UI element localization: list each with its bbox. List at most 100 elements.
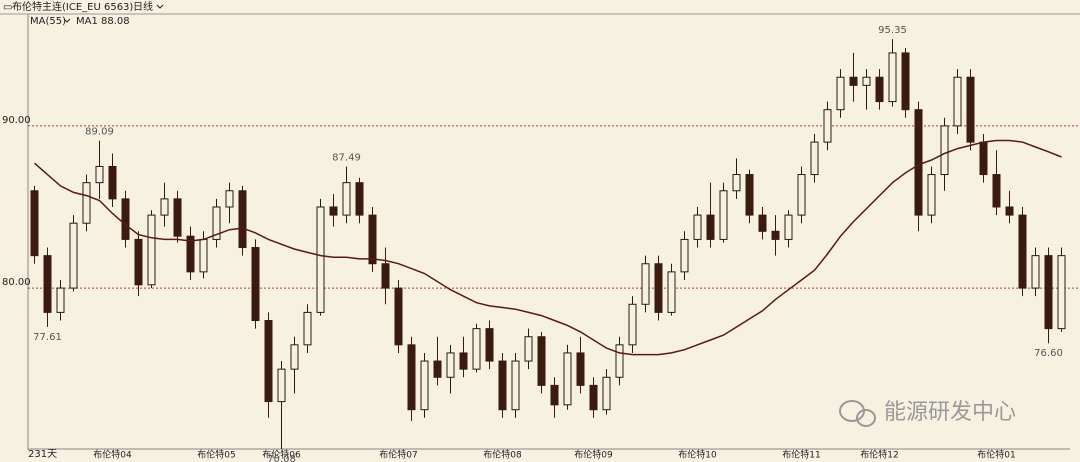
candle-body <box>1044 255 1053 330</box>
candle-body <box>264 320 273 403</box>
candle-body <box>745 174 754 216</box>
candle-body <box>862 76 871 86</box>
candle-body <box>368 214 377 265</box>
day-count: 231天 <box>28 449 57 460</box>
candle-body <box>251 247 260 322</box>
candle-body <box>407 344 416 411</box>
candle-body <box>992 174 1001 208</box>
indicator-selector[interactable]: MA(55) <box>30 16 66 27</box>
x-tick-label: 布伦特11 <box>782 449 820 461</box>
candle-body <box>602 376 611 411</box>
candle-body <box>810 141 819 176</box>
period-selector[interactable]: 日线 <box>133 0 153 13</box>
candle-body <box>589 384 598 411</box>
x-tick-label: 布伦特09 <box>574 449 613 461</box>
candle-body <box>173 198 182 237</box>
watermark-text: 能源研发中心 <box>884 400 1016 425</box>
candle-body <box>797 174 806 216</box>
ma-legend: MA1 88.08 <box>76 16 130 27</box>
header-icon: ▭ <box>3 2 12 13</box>
candle-body <box>472 328 481 370</box>
candle-body <box>732 174 741 192</box>
candle-body <box>1018 214 1027 289</box>
x-tick-label: 布伦特01 <box>977 449 1015 461</box>
candle-body <box>693 214 702 240</box>
candle-body <box>823 109 832 143</box>
candle-body <box>485 328 494 362</box>
candle-body <box>225 190 234 208</box>
x-tick-label: 布伦特12 <box>860 449 898 461</box>
instrument-title[interactable]: 布伦特主连(ICE_EU 6563) <box>12 0 133 13</box>
candle-body <box>771 230 780 240</box>
candle-body <box>238 190 247 249</box>
watermark-icon <box>856 409 876 427</box>
candle-body <box>719 190 728 240</box>
candle-body <box>836 76 845 111</box>
candle-body <box>849 76 858 86</box>
y-tick-label: 90.00 <box>2 115 31 126</box>
candle-body <box>420 360 429 411</box>
period-chevron[interactable] <box>156 4 164 9</box>
candle-body <box>927 174 936 216</box>
candle-body <box>290 344 299 370</box>
candle-body <box>1031 255 1040 289</box>
candle-body <box>394 287 403 346</box>
candle-body <box>498 360 507 411</box>
x-tick-label: 布伦特10 <box>678 449 717 461</box>
candle-body <box>940 125 949 176</box>
candle-body <box>641 263 650 305</box>
candle-body <box>381 263 390 289</box>
candle-body <box>212 206 221 240</box>
candle-body <box>654 263 663 313</box>
candle-body <box>628 303 637 346</box>
x-tick-label: 布伦特06 <box>262 449 301 461</box>
candle-body <box>30 190 39 257</box>
candle-body <box>966 76 975 143</box>
candle-body <box>355 182 364 216</box>
price-annotation: 87.49 <box>332 153 361 164</box>
candle-body <box>1057 255 1066 330</box>
candle-body <box>277 368 286 403</box>
candle-body <box>186 235 195 273</box>
candle-body <box>758 214 767 232</box>
candle-body <box>56 287 65 313</box>
candle-body <box>706 214 715 240</box>
candle-body <box>901 52 910 111</box>
candle-body <box>121 198 130 240</box>
candle-body <box>82 182 91 224</box>
indicator-chevron[interactable] <box>63 18 71 23</box>
candle-body <box>95 165 104 184</box>
candle-body <box>108 165 117 200</box>
candle-body <box>1005 206 1014 216</box>
candle-body <box>511 360 520 411</box>
candle-body <box>680 238 689 273</box>
x-tick-label: 布伦特07 <box>379 449 417 461</box>
candle-body <box>953 76 962 127</box>
candle-body <box>576 352 585 386</box>
price-annotation: 77.61 <box>33 332 62 343</box>
candle-body <box>914 109 923 216</box>
candle-body <box>316 206 325 313</box>
price-annotation: 76.60 <box>1034 348 1063 359</box>
candle-body <box>524 336 533 362</box>
price-annotation: 70.08 <box>267 454 296 462</box>
x-tick-label: 布伦特08 <box>483 449 522 461</box>
candle-body <box>615 344 624 378</box>
candle-body <box>134 238 143 286</box>
candle-body <box>43 255 52 313</box>
candle-body <box>160 198 169 216</box>
candle-body <box>199 238 208 273</box>
candle-body <box>563 352 572 406</box>
y-tick-label: 80.00 <box>2 277 31 288</box>
candle-body <box>342 182 351 216</box>
candle-body <box>459 352 468 370</box>
candle-body <box>875 76 884 103</box>
price-annotation: 95.35 <box>878 25 907 36</box>
candle-body <box>433 360 442 378</box>
candle-body <box>147 214 156 286</box>
candle-body <box>979 141 988 176</box>
moving-average <box>34 139 1062 356</box>
candle-body <box>537 336 546 386</box>
candle-body <box>446 352 455 378</box>
